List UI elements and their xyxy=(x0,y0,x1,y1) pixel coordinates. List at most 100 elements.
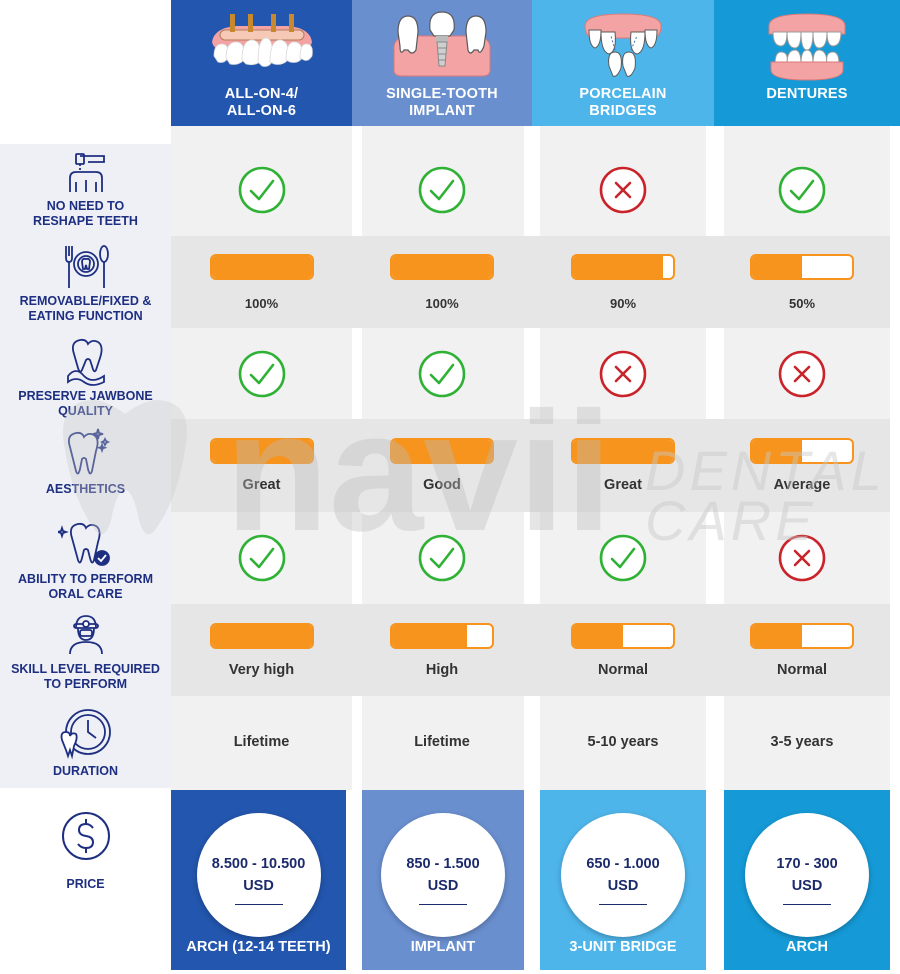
column-title: ALL-ON-4/ ALL-ON-6 xyxy=(224,86,299,119)
jawbone-cell xyxy=(352,328,532,419)
cross-icon xyxy=(599,350,647,397)
aesthetics-cell: Good xyxy=(352,419,532,512)
row-label-text: PRESERVE JAWBONE QUALITY xyxy=(18,389,153,418)
rating-bar xyxy=(390,438,494,464)
row-label-duration: DURATION xyxy=(0,696,171,788)
oralcare-cell xyxy=(532,512,714,604)
aesthetics-cell: Great xyxy=(171,419,352,512)
duration-cell: 5-10 years xyxy=(532,696,714,788)
jawbone-cell xyxy=(714,328,890,419)
reshape-cell xyxy=(352,144,532,236)
rating-bar-fill xyxy=(211,255,312,278)
row-label-aesthetics: AESTHETICS xyxy=(0,419,171,512)
oralcare-cell xyxy=(171,512,352,604)
row-label-oralcare: ABILITY TO PERFORM ORAL CARE xyxy=(0,512,171,604)
check-icon xyxy=(238,166,285,214)
rating-bar xyxy=(209,253,314,280)
duration-text: Lifetime xyxy=(233,734,290,750)
row-band-eating xyxy=(171,236,890,328)
rating-text: 100% xyxy=(425,295,459,311)
eating-cell: 50% xyxy=(714,236,890,328)
cross-icon xyxy=(778,350,826,397)
check-icon xyxy=(418,166,466,214)
eating-cell: 100% xyxy=(171,236,352,328)
oralcare-cell xyxy=(714,512,890,604)
header-porcelain-bridges: PORCELAIN BRIDGES xyxy=(532,0,714,126)
row-label-skill: SKILL LEVEL REQUIRED TO PERFORM xyxy=(0,604,171,696)
price-circle: 8.500 - 10.500 USD xyxy=(196,813,321,937)
check-icon xyxy=(599,534,647,582)
column-title: PORCELAIN BRIDGES xyxy=(579,86,667,119)
rating-bar-fill xyxy=(392,624,467,647)
denture-icon xyxy=(714,6,900,86)
duration-cell: Lifetime xyxy=(352,696,532,788)
column-title: DENTURES xyxy=(766,86,848,102)
check-icon xyxy=(238,534,285,582)
rating-bar-fill xyxy=(392,440,492,462)
rating-bar-fill xyxy=(573,440,673,462)
price-circle: 850 - 1.500 USD xyxy=(381,813,505,937)
price-unit: IMPLANT xyxy=(410,939,476,955)
price-col-4: 170 - 300 USD ARCH xyxy=(724,790,890,970)
eating-cell: 100% xyxy=(352,236,532,328)
rating-bar-fill xyxy=(752,624,802,647)
price-unit: ARCH xyxy=(786,939,828,955)
row-label-price: PRICE xyxy=(0,788,171,970)
rating-text: Very high xyxy=(228,661,295,678)
skill-cell: High xyxy=(352,604,532,696)
rating-text: Good xyxy=(423,477,461,493)
rating-text: Great xyxy=(604,477,642,493)
rating-bar xyxy=(571,438,675,464)
tooth-jawbone-icon xyxy=(0,336,171,386)
reshape-cell xyxy=(171,144,352,236)
rating-bar xyxy=(750,438,854,464)
skill-cell: Normal xyxy=(714,604,890,696)
rating-text: Average xyxy=(773,477,831,493)
rating-bar-fill xyxy=(752,255,802,278)
fork-plate-spoon-icon xyxy=(0,242,171,290)
skill-cell: Normal xyxy=(532,604,714,696)
bridge-icon xyxy=(532,6,714,82)
header-all-on-4: ALL-ON-4/ ALL-ON-6 xyxy=(171,0,352,126)
rating-text: High xyxy=(425,661,459,678)
check-icon xyxy=(238,350,285,397)
dentist-icon xyxy=(0,612,171,656)
rating-bar xyxy=(571,253,675,280)
check-icon xyxy=(418,534,466,582)
rating-text: Great xyxy=(242,477,281,493)
rating-bar xyxy=(750,253,854,280)
rating-bar-fill xyxy=(211,440,312,462)
full-arch-implant-icon xyxy=(171,6,352,78)
eating-cell: 90% xyxy=(532,236,714,328)
rating-bar xyxy=(571,622,675,649)
rating-bar-fill xyxy=(752,440,802,462)
price-col-1: 8.500 - 10.500 USD ARCH (12-14 TEETH) xyxy=(171,790,346,970)
dollar-icon xyxy=(0,810,171,862)
oralcare-cell xyxy=(352,512,532,604)
rating-text: Normal xyxy=(777,661,827,678)
jawbone-cell xyxy=(532,328,714,419)
price-circle: 170 - 300 USD xyxy=(745,813,869,937)
rating-text: 100% xyxy=(244,295,279,311)
sparkling-tooth-icon xyxy=(0,425,171,481)
reshape-cell xyxy=(532,144,714,236)
rating-text: 90% xyxy=(609,295,637,311)
price-amount: 850 - 1.500 USD xyxy=(406,856,480,894)
header-dentures: DENTURES xyxy=(714,0,900,126)
price-amount: 650 - 1.000 USD xyxy=(586,856,660,894)
row-label-reshape: NO NEED TO RESHAPE TEETH xyxy=(0,144,171,236)
single-implant-icon xyxy=(352,6,532,78)
price-col-3: 650 - 1.000 USD 3-UNIT BRIDGE xyxy=(540,790,706,970)
price-unit: ARCH (12-14 TEETH) xyxy=(186,939,331,955)
row-label-jawbone: PRESERVE JAWBONE QUALITY xyxy=(0,328,171,419)
duration-text: Lifetime xyxy=(414,734,470,750)
row-label-text: REMOVABLE/FIXED & EATING FUNCTION xyxy=(19,294,152,323)
row-label-text: DURATION xyxy=(52,764,119,778)
duration-cell: 3-5 years xyxy=(714,696,890,788)
rating-bar-fill xyxy=(392,255,492,278)
rating-bar xyxy=(209,622,314,649)
cross-icon xyxy=(778,534,826,582)
row-label-text: NO NEED TO RESHAPE TEETH xyxy=(33,199,138,228)
jawbone-cell xyxy=(171,328,352,419)
price-amount: 170 - 300 USD xyxy=(776,856,838,894)
